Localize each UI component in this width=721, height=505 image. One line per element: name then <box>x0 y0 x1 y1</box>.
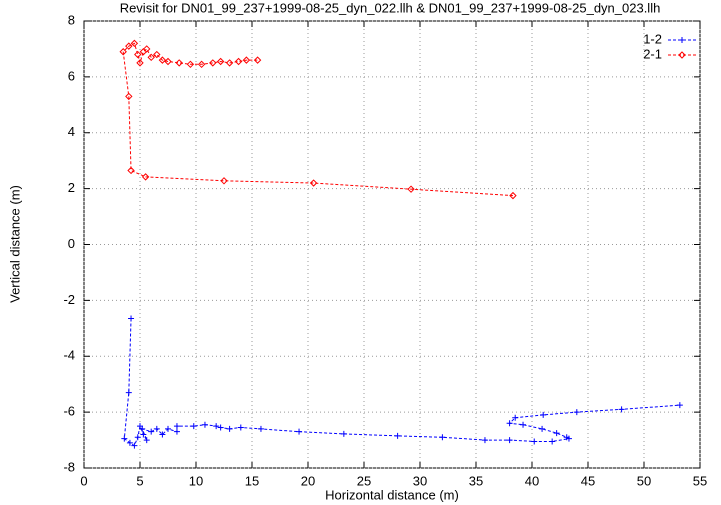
data-point <box>131 442 138 449</box>
data-point <box>540 411 547 418</box>
x-tick-label: 50 <box>637 473 651 488</box>
data-point <box>549 438 556 445</box>
data-point <box>234 57 243 66</box>
x-tick-label: 0 <box>80 473 87 488</box>
x-axis-label: Horizontal distance (m) <box>325 487 459 502</box>
y-tick-label: 8 <box>68 12 75 27</box>
series-line <box>122 42 513 197</box>
data-point <box>128 315 135 322</box>
data-point <box>531 438 538 445</box>
data-point <box>125 42 133 50</box>
data-point <box>143 45 151 53</box>
data-point <box>130 39 139 48</box>
data-point <box>158 56 167 64</box>
data-point <box>165 425 171 432</box>
data-point <box>136 59 144 67</box>
x-tick-label: 10 <box>189 473 203 488</box>
x-tick-label: 20 <box>301 473 315 488</box>
y-axis-label: Vertical distance (m) <box>7 185 22 303</box>
data-point <box>553 430 560 437</box>
data-point <box>190 423 197 430</box>
data-point <box>201 421 208 428</box>
series-line <box>123 318 680 447</box>
data-point <box>217 424 224 431</box>
data-point <box>140 431 147 438</box>
data-point <box>481 437 488 444</box>
data-point <box>618 406 625 413</box>
data-point <box>242 56 251 64</box>
data-point <box>394 432 401 439</box>
data-point <box>121 435 128 442</box>
data-point <box>125 92 133 101</box>
data-point <box>159 431 166 438</box>
data-point <box>237 424 244 431</box>
y-tick-label: 2 <box>68 180 75 195</box>
data-point <box>153 50 161 59</box>
data-point <box>197 60 206 69</box>
x-tick-label: 40 <box>525 473 539 488</box>
data-point <box>296 428 303 435</box>
data-point <box>407 185 415 193</box>
data-point <box>119 48 127 56</box>
data-point <box>134 50 142 59</box>
data-point <box>506 420 513 427</box>
data-point <box>340 430 347 437</box>
x-tick-label: 55 <box>693 473 707 488</box>
data-point <box>126 439 133 446</box>
data-point <box>676 402 683 409</box>
y-tick-label: -2 <box>63 292 75 307</box>
data-point <box>141 173 150 181</box>
chart-title: Revisit for DN01_99_237+1999-08-25_dyn_0… <box>120 0 661 15</box>
data-point <box>143 437 150 444</box>
data-point <box>164 57 172 66</box>
legend-label: 1-2 <box>643 31 662 46</box>
data-point <box>173 423 180 430</box>
y-tick-label: 0 <box>68 236 75 251</box>
data-point <box>173 428 180 435</box>
data-point <box>125 389 132 396</box>
data-point <box>134 434 141 441</box>
x-tick-label: 45 <box>581 473 595 488</box>
data-point <box>257 425 264 432</box>
y-tick-label: -8 <box>63 459 75 474</box>
y-tick-label: 4 <box>68 124 75 139</box>
data-point <box>509 191 517 200</box>
legend-marker <box>679 37 685 43</box>
x-tick-label: 15 <box>245 473 259 488</box>
data-point <box>439 434 446 441</box>
data-point <box>506 437 513 444</box>
y-tick-label: -6 <box>63 404 75 419</box>
data-point <box>153 425 160 432</box>
legend-marker <box>678 51 686 59</box>
data-point <box>186 60 195 69</box>
data-point <box>220 177 228 185</box>
y-tick-label: 6 <box>68 68 75 83</box>
data-point <box>148 428 155 435</box>
data-point <box>226 425 233 432</box>
data-point <box>216 57 225 66</box>
data-point <box>253 56 262 64</box>
data-point <box>520 421 527 428</box>
data-point <box>573 409 580 416</box>
data-point <box>512 414 519 421</box>
data-point <box>147 53 155 62</box>
legend-label: 2-1 <box>643 46 662 61</box>
y-tick-label: -4 <box>63 348 75 363</box>
data-point <box>539 425 546 432</box>
x-tick-label: 35 <box>469 473 483 488</box>
data-point <box>225 59 234 67</box>
data-point <box>209 59 217 67</box>
data-point <box>175 59 183 67</box>
x-tick-label: 5 <box>136 473 143 488</box>
x-tick-label: 25 <box>357 473 371 488</box>
data-point <box>213 423 220 430</box>
data-point <box>139 425 146 432</box>
data-point <box>127 166 135 175</box>
data-point <box>563 434 570 441</box>
x-tick-label: 30 <box>413 473 427 488</box>
data-point <box>309 179 318 187</box>
